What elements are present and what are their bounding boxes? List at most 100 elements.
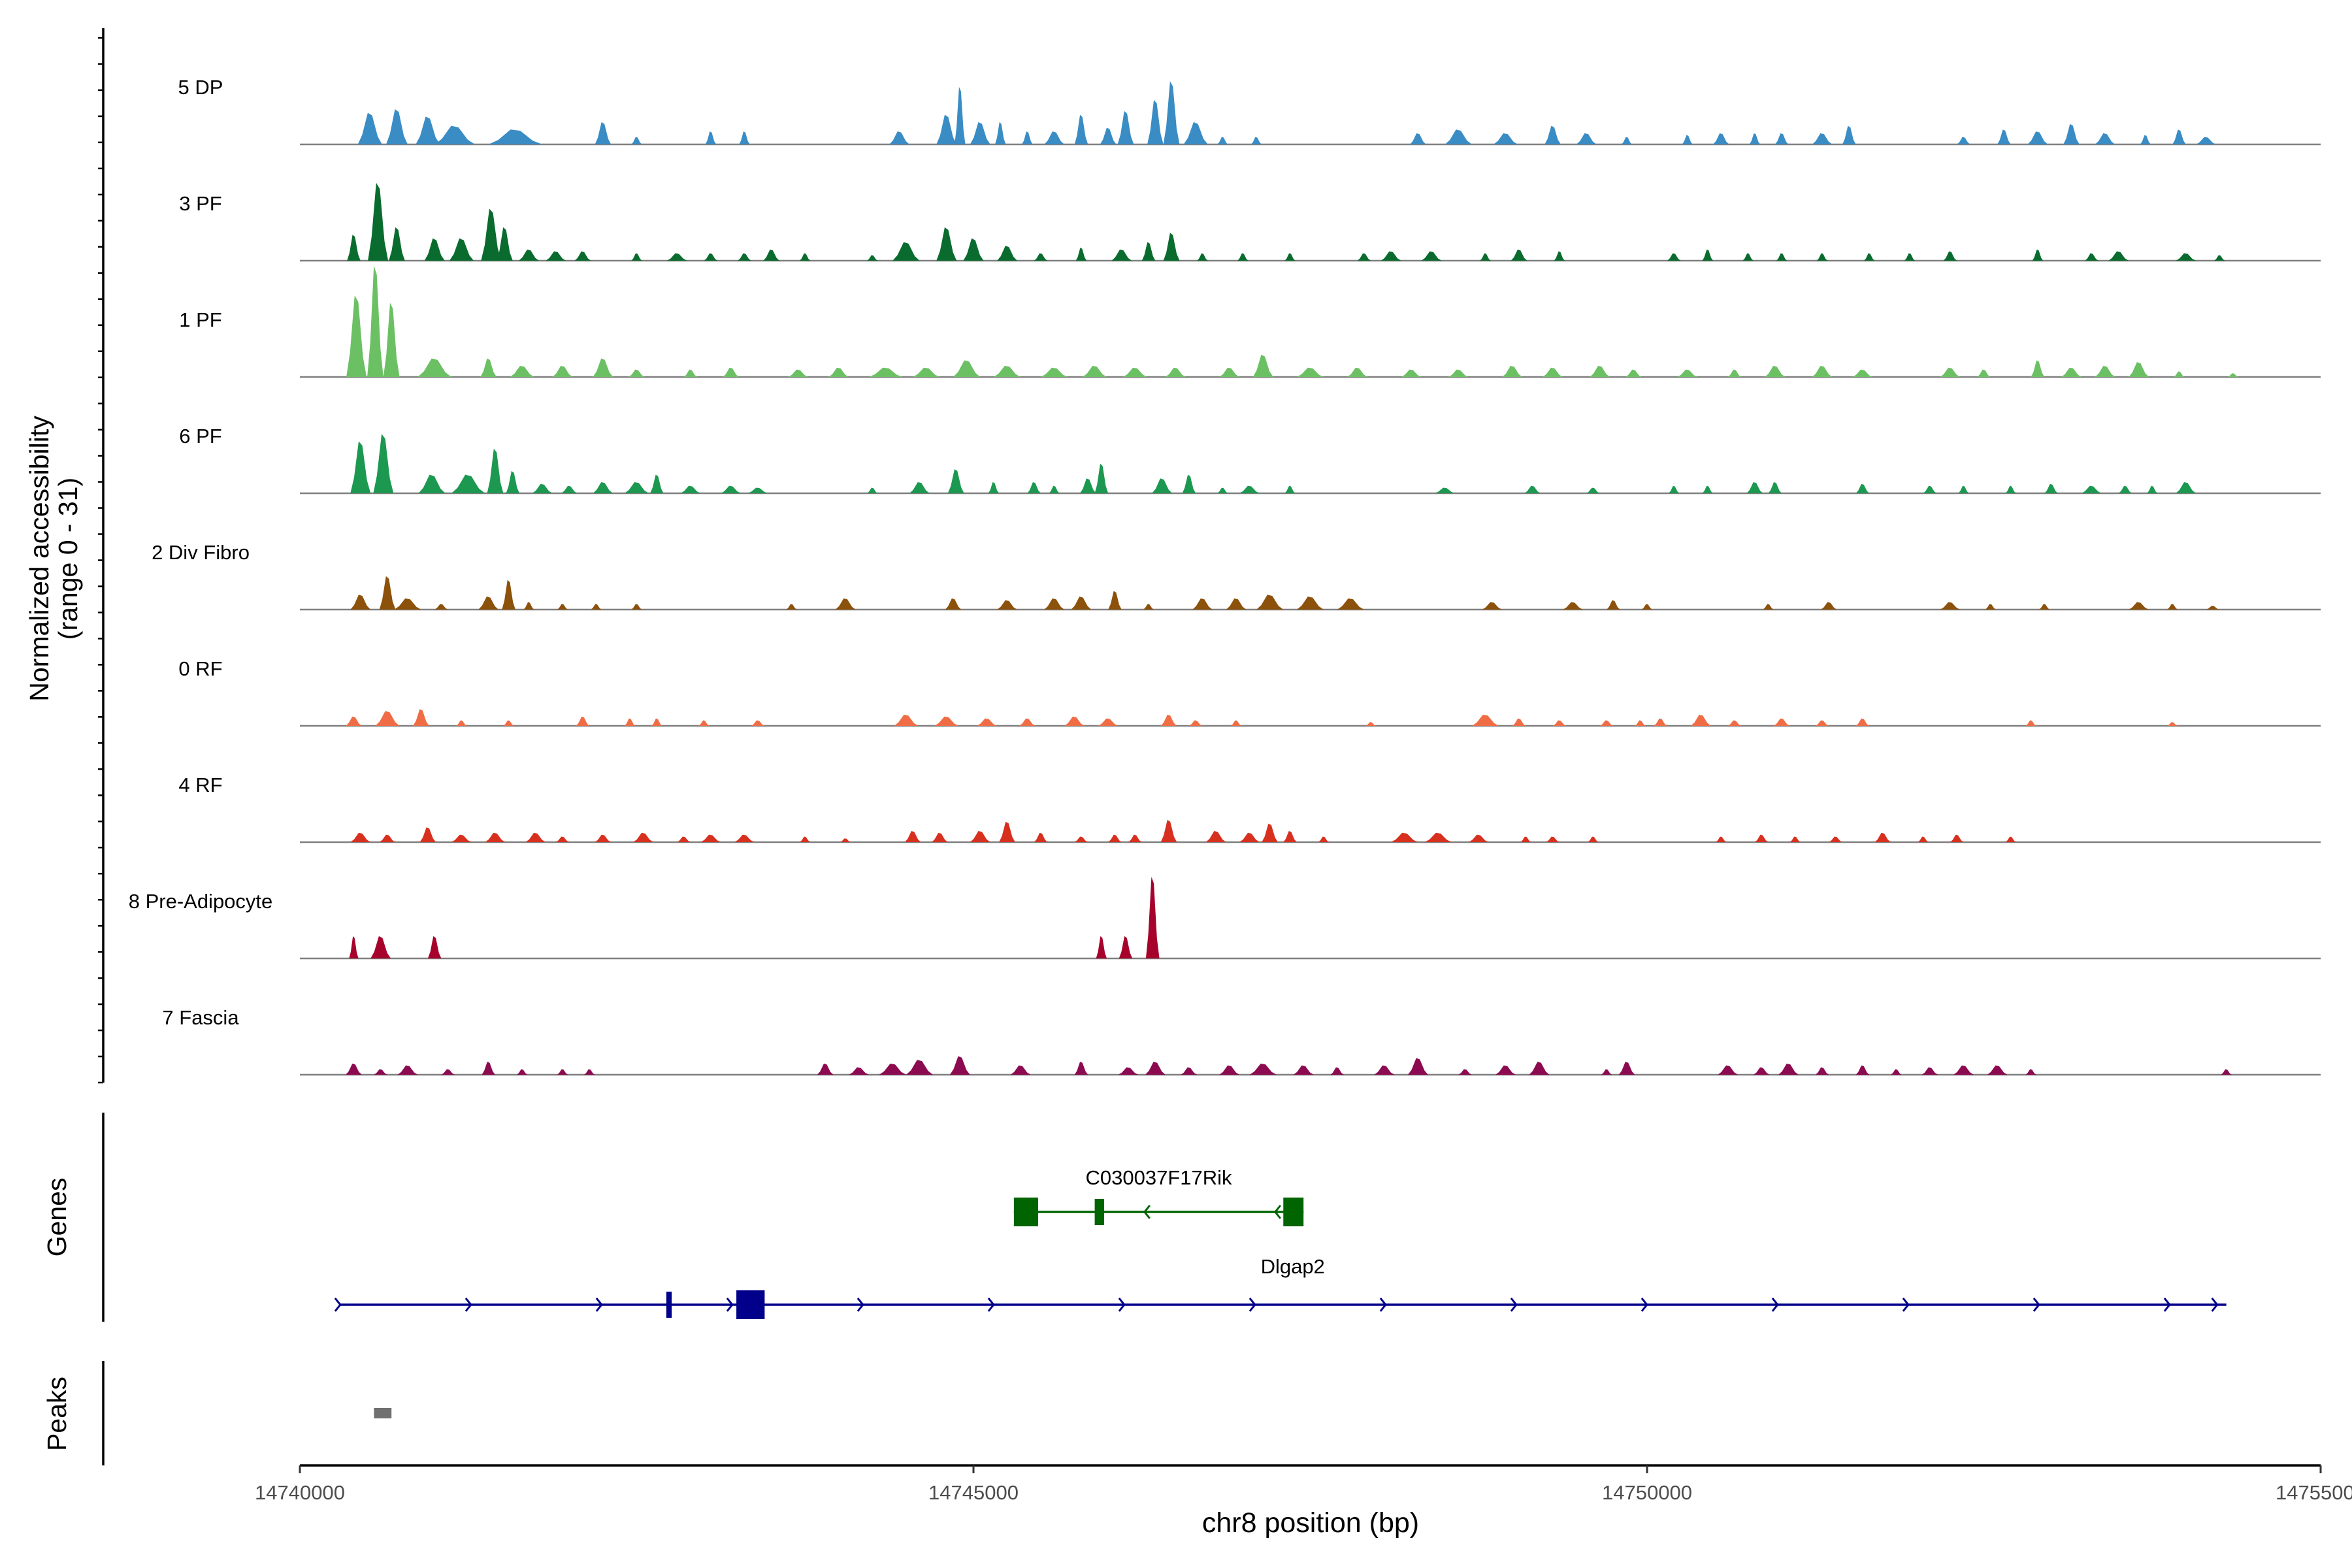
- coverage-peak: [1118, 1067, 1139, 1075]
- coverage-peak: [1855, 1065, 1870, 1075]
- coverage-peak: [1544, 125, 1561, 144]
- coverage-peak: [593, 358, 613, 377]
- gene-c030037f17rik: C030037F17Rik: [1013, 1166, 1304, 1226]
- coverage-peak: [2031, 360, 2045, 377]
- coverage-peak: [1256, 595, 1284, 610]
- coverage-peak: [557, 604, 568, 610]
- coverage-peak: [1842, 125, 1856, 144]
- coverage-peak: [1607, 600, 1620, 610]
- coverage-peak: [2005, 485, 2016, 493]
- x-tick-label: 14740000: [255, 1481, 345, 1504]
- coverage-peak: [451, 474, 485, 493]
- coverage-peak: [1586, 487, 1600, 493]
- coverage-peak: [1041, 367, 1068, 377]
- coverage-peak: [1357, 253, 1371, 261]
- coverage-peak: [879, 1064, 906, 1075]
- coverage-peak: [1165, 367, 1186, 377]
- coverage-peak: [835, 598, 856, 610]
- coverage-peak: [1094, 463, 1109, 493]
- coverage-peak: [953, 360, 981, 377]
- coverage-peak: [631, 137, 642, 144]
- coverage-peak: [995, 122, 1006, 144]
- strand-arrow: [1902, 1298, 1910, 1312]
- genes-panel: C030037F17Rik Dlgap2: [102, 1113, 2227, 1322]
- coverage-peak: [346, 1064, 362, 1075]
- coverage-peak: [763, 250, 780, 261]
- coverage-peak: [1702, 250, 1713, 261]
- coverage-peak: [1471, 715, 1499, 726]
- coverage-peak: [2044, 483, 2058, 493]
- coverage-peak: [1742, 253, 1754, 261]
- coverage-peak: [1891, 1069, 1902, 1075]
- coverage-peak: [386, 109, 408, 144]
- coverage-peak: [1145, 877, 1160, 958]
- coverage-peak: [1108, 591, 1122, 610]
- coverage-peak: [2063, 123, 2080, 144]
- coverage-peak: [963, 238, 984, 261]
- coverage-peak: [1181, 1067, 1198, 1075]
- coverage-peak: [1763, 604, 1774, 610]
- coverage-peak: [977, 718, 998, 726]
- coverage-peak: [1493, 133, 1518, 144]
- coverage-peak: [1435, 487, 1456, 493]
- coverage-peak: [1943, 251, 1957, 261]
- strand-arrow: [1379, 1298, 1387, 1312]
- coverage-peak: [913, 367, 940, 377]
- coverage-peak: [379, 834, 396, 842]
- coverage-peak: [1702, 485, 1713, 493]
- coverage-peak: [456, 720, 467, 726]
- coverage-peak: [1482, 602, 1503, 610]
- coverage-peak: [1337, 598, 1364, 610]
- coverage-peak: [449, 238, 474, 261]
- coverage-peak: [1923, 485, 1937, 493]
- coverage-peak: [1776, 253, 1788, 261]
- coverage-peak: [510, 366, 534, 377]
- coverage-peak: [2032, 250, 2044, 261]
- coverage-peak: [2039, 604, 2050, 610]
- coverage-peak: [1997, 129, 2011, 144]
- coverage-peak: [2221, 1069, 2232, 1075]
- coverage-peak: [1774, 133, 1789, 144]
- coverage-peak: [2095, 133, 2115, 144]
- coverage-peak: [1145, 1062, 1166, 1075]
- coverage-peak: [1445, 129, 1472, 144]
- coverage-peak: [1816, 253, 1828, 261]
- track-5-dp: 5 DP: [178, 76, 2321, 146]
- exon: [1094, 1199, 1105, 1225]
- strand-arrow: [595, 1298, 603, 1312]
- accessibility-tracks: 5 DP 3 PF 1 PF 6 PF 2 Div Fibro 0 RF 4 RF 8 Pre…: [98, 28, 2321, 1084]
- coverage-peak: [904, 831, 921, 842]
- coverage-peak: [2025, 720, 2036, 726]
- coverage-peak: [1096, 936, 1107, 958]
- coverage-peak: [1669, 485, 1680, 493]
- coverage-peak: [1075, 248, 1087, 261]
- coverage-peak: [525, 832, 546, 842]
- coverage-peak: [892, 242, 920, 261]
- strand-arrow: [334, 1298, 342, 1312]
- coverage-peak: [441, 1069, 455, 1075]
- coverage-peak: [849, 1067, 870, 1075]
- gene-label: Dlgap2: [1261, 1255, 1325, 1278]
- coverage-peak: [357, 112, 382, 144]
- coverage-peak: [517, 1069, 528, 1075]
- coverage-peak: [349, 936, 359, 958]
- coverage-peak: [1160, 715, 1177, 726]
- coverage-peak: [1953, 1065, 1974, 1075]
- coverage-peak: [346, 295, 367, 377]
- coverage-peak: [1380, 251, 1401, 261]
- track-label: 4 RF: [178, 774, 222, 796]
- coverage-peak: [751, 720, 765, 726]
- coverage-peak: [988, 482, 1000, 493]
- coverage-peak: [1563, 602, 1584, 610]
- coverage-peak: [1119, 936, 1133, 958]
- strand-arrow: [726, 1298, 734, 1312]
- coverage-peak: [1940, 367, 1961, 377]
- coverage-peak: [346, 716, 362, 726]
- coverage-peak: [1718, 1065, 1739, 1075]
- coverage-peak: [1330, 1067, 1345, 1075]
- coverage-peak: [1410, 133, 1426, 144]
- coverage-peak: [1239, 832, 1260, 842]
- coverage-peak: [1284, 253, 1296, 261]
- coverage-peak: [373, 434, 394, 493]
- coverage-peak: [576, 716, 590, 726]
